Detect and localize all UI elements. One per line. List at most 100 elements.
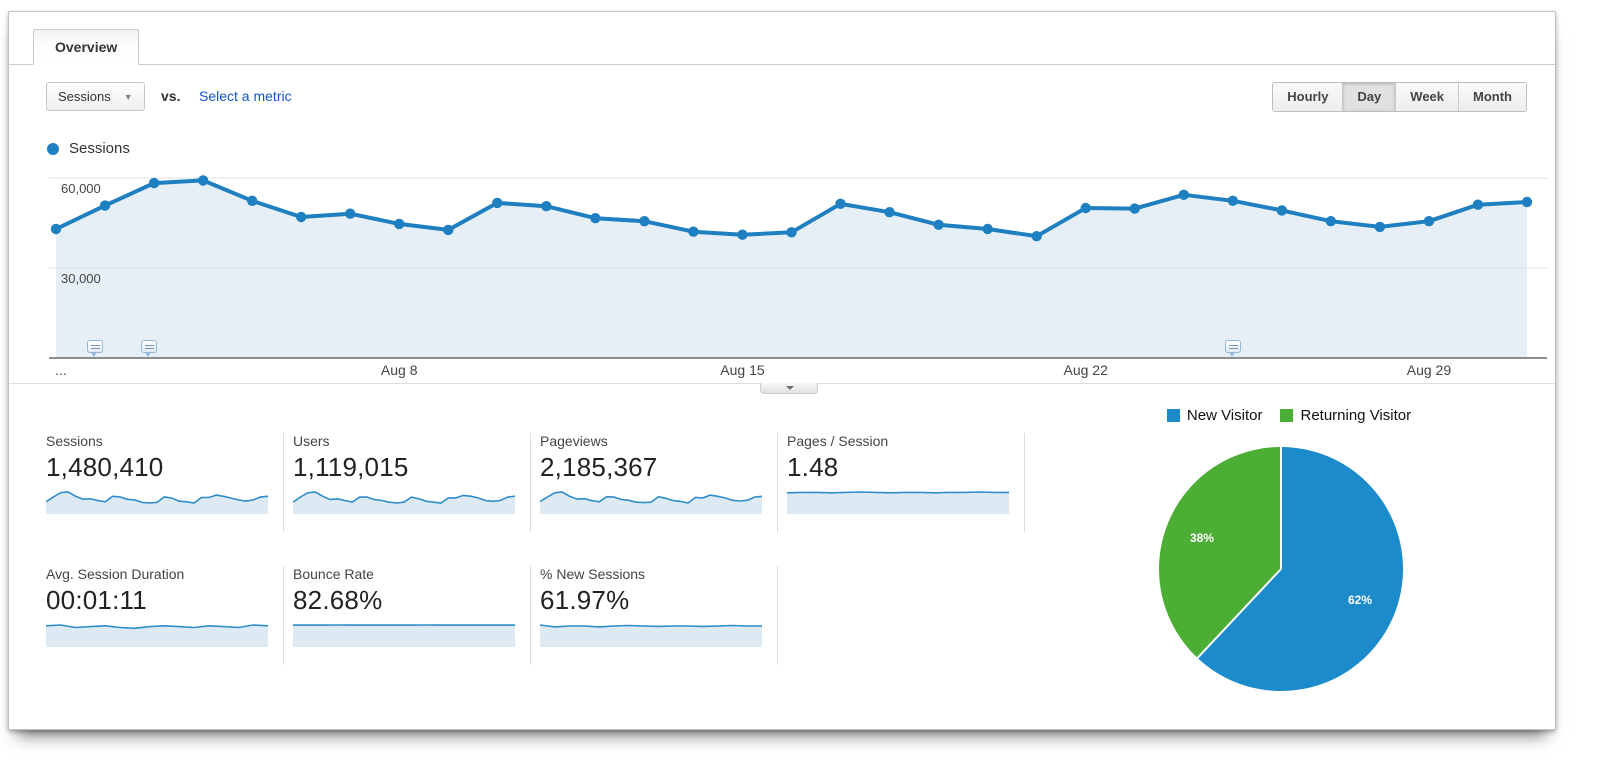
granularity-button-hourly[interactable]: Hourly (1273, 83, 1343, 111)
metric-sparkline (540, 491, 762, 514)
metric-cards-row-2: Avg. Session Duration 00:01:11 Bounce Rate… (46, 566, 787, 665)
data-point[interactable] (1031, 231, 1042, 242)
pie-legend-item: New Visitor (1166, 407, 1262, 424)
tab-bar: Overview (9, 29, 1555, 65)
data-point[interactable] (1325, 216, 1337, 227)
data-point[interactable] (246, 195, 258, 206)
metric-value: 00:01:11 (46, 585, 147, 615)
sessions-timeseries-chart: ... Aug 8 Aug 15 Aug 22 Aug 29 60,000 30,000 (9, 166, 1557, 390)
metric-value: 1.48 (787, 452, 839, 482)
metric-card: Avg. Session Duration 00:01:11 (46, 566, 284, 665)
metric-value: 1,119,015 (293, 452, 409, 482)
x-axis-tick-label: Aug 29 (1407, 362, 1452, 378)
data-point[interactable] (50, 223, 62, 235)
metric-selector-value: Sessions (58, 89, 111, 104)
metric-label: Pageviews (540, 433, 608, 449)
x-axis-tick-label: Aug 15 (720, 362, 765, 378)
data-point[interactable] (1472, 199, 1484, 210)
select-a-metric-link[interactable]: Select a metric (199, 88, 292, 104)
annotation-bubble-icon[interactable] (141, 340, 158, 357)
granularity-button-day[interactable]: Day (1342, 83, 1396, 111)
metric-value: 2,185,367 (540, 452, 658, 482)
data-point[interactable] (1227, 195, 1239, 206)
sparkline-line (46, 624, 268, 630)
metric-selector-dropdown[interactable]: Sessions ▼ (46, 82, 145, 111)
metric-label: Users (293, 433, 330, 449)
data-point[interactable] (148, 177, 160, 189)
metric-card: Pages / Session 1.48 (787, 433, 1025, 532)
metric-label: Avg. Session Duration (46, 566, 185, 582)
sparkline-line (46, 491, 268, 504)
metric-label: Bounce Rate (293, 566, 374, 582)
sparkline-area (293, 625, 515, 647)
pie-slice-separator (1196, 568, 1282, 659)
data-point[interactable] (541, 201, 552, 212)
data-point[interactable] (345, 208, 356, 219)
data-point[interactable] (1276, 205, 1288, 216)
granularity-button-week[interactable]: Week (1395, 83, 1459, 111)
tab-overview[interactable]: Overview (33, 29, 140, 65)
data-point[interactable] (197, 175, 209, 186)
metric-sparkline (293, 624, 515, 647)
line-chart-svg: ... Aug 8 Aug 15 Aug 22 Aug 29 (49, 175, 1547, 378)
metric-cards-row-1: Sessions 1,480,410 Users 1,119,015 Pageviews… (46, 433, 1034, 532)
x-axis-tick-label: ... (55, 362, 67, 378)
data-point[interactable] (394, 218, 405, 230)
metric-card: % New Sessions 61.97% (540, 566, 778, 665)
annotation-bubble-icon[interactable] (87, 340, 104, 357)
sparkline-area (540, 625, 762, 647)
data-point[interactable] (492, 197, 503, 209)
pie-legend: New Visitor Returning Visitor (1069, 407, 1509, 424)
sparkline-line (540, 624, 762, 628)
sparkline-line (293, 491, 515, 504)
data-point[interactable] (786, 227, 797, 238)
data-point[interactable] (1374, 221, 1386, 233)
annotation-bubble-icon[interactable] (1224, 340, 1241, 357)
x-axis-tick-label: Aug 8 (381, 362, 418, 378)
metric-card: Users 1,119,015 (293, 433, 531, 532)
data-point[interactable] (1080, 202, 1091, 214)
data-point[interactable] (933, 219, 944, 230)
sparkline-area (46, 625, 268, 647)
sparkline-line (787, 491, 1009, 494)
visitor-type-pie-chart: 62% 38% (1159, 447, 1403, 691)
pie-slice-separator (1280, 447, 1282, 569)
metric-value: 1,480,410 (46, 452, 164, 482)
data-point[interactable] (639, 216, 650, 227)
series-legend-label: Sessions (69, 140, 130, 157)
metric-label: Sessions (46, 433, 103, 449)
data-point[interactable] (443, 224, 454, 236)
collapse-chart-handle[interactable] (760, 383, 818, 394)
metric-label: % New Sessions (540, 566, 646, 582)
data-point[interactable] (688, 226, 699, 237)
metric-card: Pageviews 2,185,367 (540, 433, 778, 532)
legend-swatch-icon (1166, 409, 1180, 422)
pie-legend-label: Returning Visitor (1300, 407, 1412, 424)
metric-card: Sessions 1,480,410 (46, 433, 284, 532)
data-point[interactable] (1178, 189, 1189, 200)
data-point[interactable] (1521, 196, 1533, 208)
data-point[interactable] (835, 198, 846, 209)
chart-series-legend: Sessions (47, 140, 130, 157)
metric-label: Pages / Session (787, 433, 889, 449)
data-point[interactable] (884, 207, 895, 218)
data-point[interactable] (982, 223, 993, 235)
metric-card: Bounce Rate 82.68% (293, 566, 531, 665)
metric-sparkline (540, 624, 762, 647)
x-axis-tick-label: Aug 22 (1064, 362, 1109, 378)
data-point[interactable] (737, 229, 748, 240)
metric-sparkline (293, 491, 515, 514)
chevron-down-icon: ▼ (123, 91, 133, 102)
data-point[interactable] (590, 213, 601, 224)
data-point[interactable] (99, 200, 111, 211)
pie-slice-percentage-label: 62% (1348, 593, 1373, 608)
granularity-button-group: Hourly Day Week Month (1272, 82, 1527, 112)
pie-slice-percentage-label: 38% (1189, 530, 1214, 545)
y-axis-tick-label: 30,000 (61, 271, 101, 286)
data-point[interactable] (1423, 216, 1435, 227)
data-point[interactable] (1129, 203, 1140, 214)
granularity-button-month[interactable]: Month (1458, 83, 1526, 111)
data-point[interactable] (295, 211, 307, 223)
metric-sparkline (46, 624, 268, 647)
metric-sparkline (46, 491, 268, 514)
